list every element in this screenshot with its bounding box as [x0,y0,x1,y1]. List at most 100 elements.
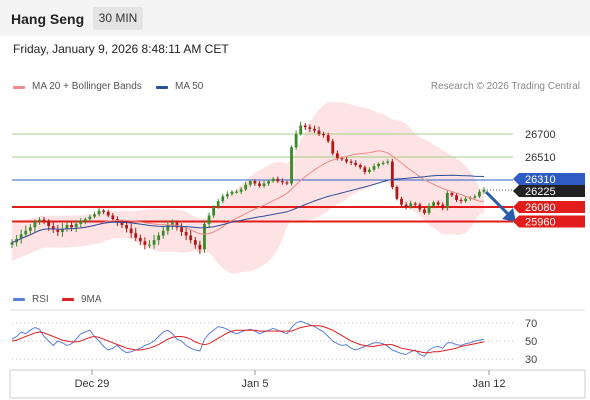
candle-body [28,227,32,231]
candle-body [276,178,280,182]
candle-body [47,220,51,227]
candle-body [10,242,14,245]
candle-body [51,226,55,230]
candle-body [19,234,23,239]
candle-body [83,219,87,221]
candle-body [24,230,28,235]
candle-body [322,134,326,136]
timestamp: Friday, January 9, 2026 8:48:11 AM CET [13,42,229,56]
candle-body [427,205,431,214]
candle-body [184,231,188,236]
candle-body [88,216,92,220]
forecast-arrow-head [502,207,516,222]
instrument-title: Hang Seng [11,11,85,27]
candles-layer [10,121,486,255]
candle-body [459,199,463,202]
candle-body [166,224,170,231]
candle-body [198,244,202,250]
candle-body [161,230,165,236]
candle-body [358,165,362,168]
candle-body [212,207,216,216]
candle-body [225,194,229,197]
candle-body [432,202,435,206]
level-tag-26225 [513,184,585,197]
candle-body [157,235,161,241]
candle-body [152,240,156,245]
candle-body [129,228,133,234]
candle-body [363,167,367,172]
candle-body [423,209,426,214]
rsi-panel: 70 50 30 [10,309,585,366]
candle-body [262,183,266,186]
candle-body [97,210,101,215]
rsi-legend-label: RSI [32,294,49,305]
candle-body [404,204,408,207]
candle-body [386,161,390,163]
candle-body [230,191,234,195]
candle-body [207,215,211,224]
candle-body [290,147,293,184]
candle-body [253,181,257,184]
candle-body [61,228,64,232]
candle-body [148,244,151,246]
rsi-ma-line [11,325,485,354]
candle-body [317,130,321,134]
forecast-arrow-shaft [484,190,510,216]
candle-body [409,203,413,207]
timeframe-badge[interactable]: 30 MIN [93,7,143,30]
candle-body [203,223,206,250]
candle-body [326,135,330,142]
candle-body [138,237,142,242]
level-label-25960: 25960 [525,217,556,229]
level-tag-25960 [513,215,585,228]
ma50-legend-label: MA 50 [175,81,204,92]
rsi-axis-label-50: 50 [525,336,537,348]
level-label-26510: 26510 [525,152,556,164]
bollinger-band-layer [12,102,484,274]
candle-body [189,235,193,241]
candle-body [221,196,225,202]
bollinger-legend-swatch [13,86,25,89]
candle-body [455,195,458,200]
moving-average-layer [11,150,516,243]
candle-body [271,178,275,182]
candle-body [102,210,106,212]
candle-body [345,159,348,162]
level-tag-26080 [513,201,585,213]
candle-body [413,203,417,205]
copyright-text: Research © 2026 Trading Central [430,81,580,92]
candle-body [216,201,220,207]
rsi-legend-swatch [13,298,25,301]
candle-body [445,192,449,209]
candle-body [313,128,316,131]
bollinger-band-fill [12,102,484,274]
candle-body [134,233,138,238]
candle-body [56,229,60,232]
candle-body [368,169,371,172]
x-axis-label: Jan 5 [242,378,269,390]
candle-body [450,192,454,196]
x-axis-label: Jan 12 [472,378,505,390]
candle-body [33,221,37,228]
level-label-26080: 26080 [525,202,556,214]
rsi-line [11,320,485,357]
candle-body [267,181,271,184]
rsi-ma-legend-swatch [62,298,74,301]
candle-body [74,223,78,228]
level-tag-26310 [513,173,585,185]
level-label-26700: 26700 [525,129,556,141]
candle-body [354,162,358,166]
candle-body [436,202,440,205]
rsi-axis-label-30: 30 [525,354,537,366]
candle-body [478,191,481,197]
level-label-26310: 26310 [525,174,556,186]
candle-body [280,181,284,183]
candle-body [418,204,422,210]
candle-body [308,127,312,129]
candle-body [248,181,252,185]
ma50-line [11,174,485,243]
x-axis-frame [9,369,586,399]
candle-body [372,166,376,170]
